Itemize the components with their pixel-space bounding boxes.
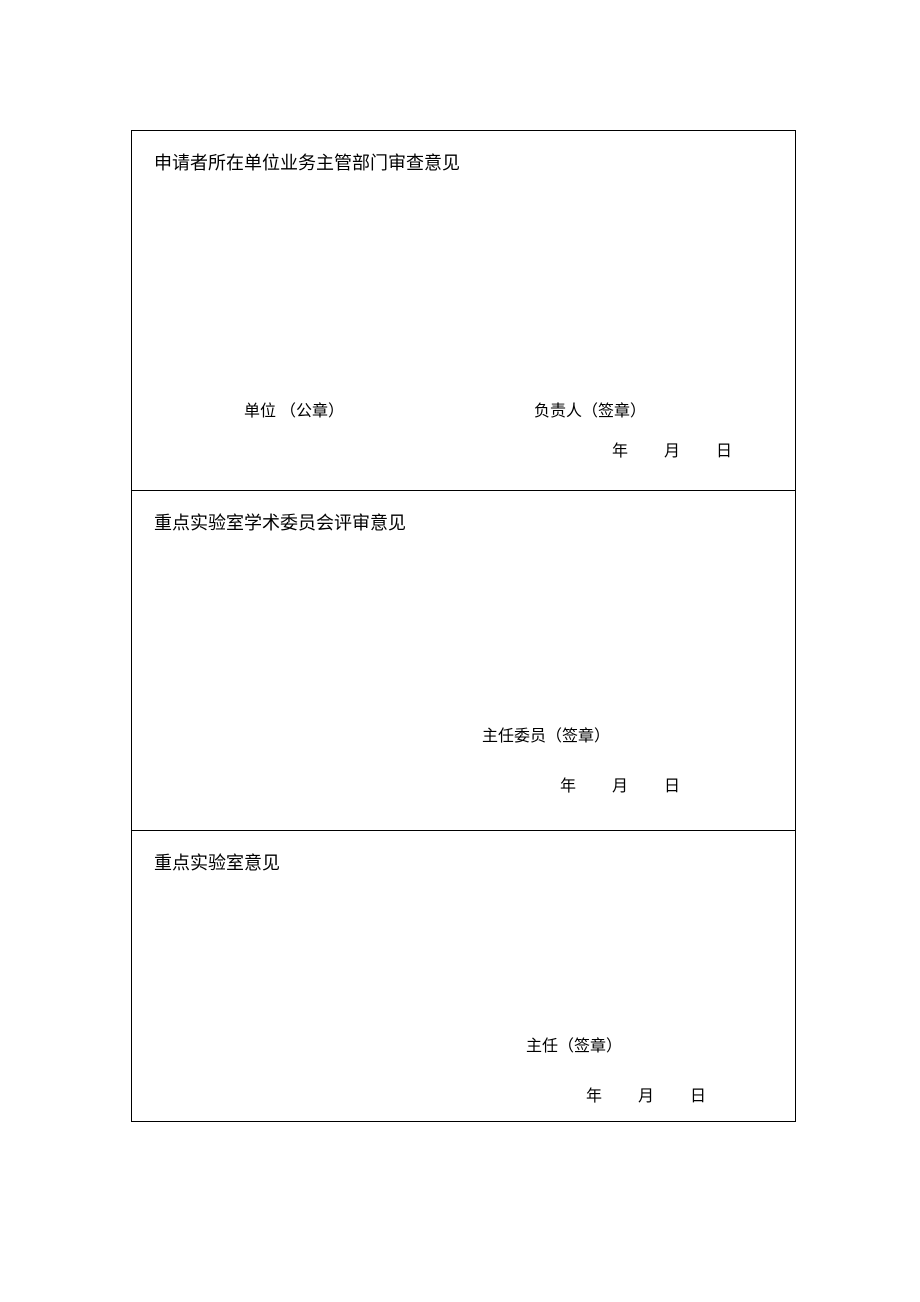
date-month-label: 月: [638, 1082, 654, 1106]
date-year-label: 年: [612, 437, 628, 461]
section-3-title: 重点实验室意见: [154, 849, 773, 875]
date-year-label: 年: [560, 772, 576, 796]
date-month-label: 月: [664, 437, 680, 461]
date-day-label: 日: [664, 772, 680, 796]
unit-seal-label: 单位 （公章）: [244, 397, 344, 421]
date-day-label: 日: [716, 437, 732, 461]
chair-seal-label: 主任委员（签章）: [482, 722, 610, 746]
director-seal-label: 主任（签章）: [526, 1032, 622, 1056]
section-2-title: 重点实验室学术委员会评审意见: [154, 509, 773, 535]
approval-form: 申请者所在单位业务主管部门审查意见 单位 （公章） 负责人（签章） 年月日 重点…: [131, 130, 796, 1122]
date-line-1: 年月日: [612, 437, 732, 461]
person-seal-label: 负责人（签章）: [534, 397, 646, 421]
date-line-2: 年月日: [560, 772, 680, 796]
section-academic-committee-review: 重点实验室学术委员会评审意见 主任委员（签章） 年 月 日: [132, 491, 795, 831]
section-applicant-unit-review: 申请者所在单位业务主管部门审查意见 单位 （公章） 负责人（签章） 年 月 日: [132, 131, 795, 491]
date-month-label: 月: [612, 772, 628, 796]
date-year-label: 年: [586, 1082, 602, 1106]
section-1-title: 申请者所在单位业务主管部门审查意见: [154, 149, 773, 175]
date-day-label: 日: [690, 1082, 706, 1106]
section-lab-opinion: 重点实验室意见 主任（签章） 年 月 日: [132, 831, 795, 1121]
date-line-3: 年月日: [586, 1082, 706, 1106]
